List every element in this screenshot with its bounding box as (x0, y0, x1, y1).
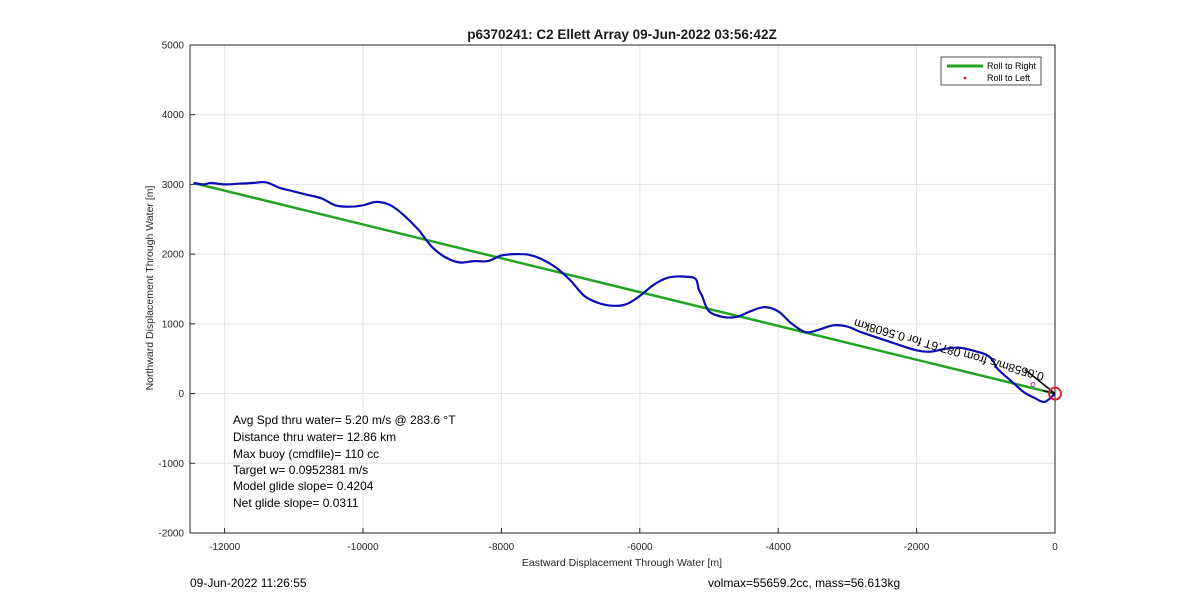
annotation-line: Target w= 0.0952381 m/s (233, 463, 368, 477)
series-group (193, 180, 1056, 404)
x-tick-label: -12000 (209, 542, 241, 553)
annotation-line: Distance thru water= 12.86 km (233, 430, 396, 444)
x-axis-label: Eastward Displacement Through Water [m] (522, 557, 722, 569)
y-tick-label: 3000 (162, 180, 185, 191)
x-tick-label: -6000 (627, 542, 653, 553)
x-tick-label: 0 (1052, 542, 1058, 553)
annotation-line: Avg Spd thru water= 5.20 m/s @ 283.6 °T (233, 413, 456, 427)
footer-stats: volmax=55659.2cc, mass=56.613kg (708, 576, 900, 590)
series-roll-right-line (193, 181, 1056, 395)
annotation-line: Model glide slope= 0.4204 (233, 479, 374, 493)
annotation-line: Max buoy (cmdfile)= 110 cc (233, 447, 379, 461)
y-tick-label: 4000 (162, 110, 185, 121)
y-tick-label: 0 (178, 389, 184, 400)
y-tick-label: -2000 (158, 529, 184, 540)
end-marker (1048, 386, 1062, 401)
y-tick-label: 2000 (162, 250, 185, 261)
x-ticks: -12000 -10000 -8000 -6000 -4000 -2000 0 (209, 528, 1058, 553)
y-ticks: -2000 -1000 0 1000 2000 3000 4000 5000 (158, 41, 195, 540)
legend: Roll to Right Roll to Left (940, 56, 1042, 86)
y-tick-label: -1000 (158, 459, 184, 470)
grid (190, 44, 1056, 534)
annotation-line: Net glide slope= 0.0311 (233, 496, 359, 510)
legend-label-roll-left: Roll to Left (987, 73, 1031, 83)
x-tick-label: -2000 (904, 542, 930, 553)
y-tick-label: 1000 (162, 319, 185, 330)
y-axis-label: Northward Displacement Through Water [m] (144, 186, 156, 391)
plot-area (189, 44, 1056, 534)
x-tick-label: -4000 (765, 542, 791, 553)
x-tick-label: -10000 (347, 542, 379, 553)
start-marker (1030, 382, 1036, 388)
legend-swatch-roll-left (963, 76, 967, 80)
y-tick-label: 5000 (162, 41, 185, 52)
legend-box (940, 56, 1042, 86)
footer-date: 09-Jun-2022 11:26:55 (190, 576, 307, 590)
legend-label-roll-right: Roll to Right (987, 61, 1037, 71)
stats-annotation: Avg Spd thru water= 5.20 m/s @ 283.6 °T … (233, 413, 456, 510)
chart-title: p6370241: C2 Ellett Array 09-Jun-2022 03… (467, 27, 776, 42)
series-track-line (193, 180, 1056, 404)
x-tick-label: -8000 (489, 542, 515, 553)
